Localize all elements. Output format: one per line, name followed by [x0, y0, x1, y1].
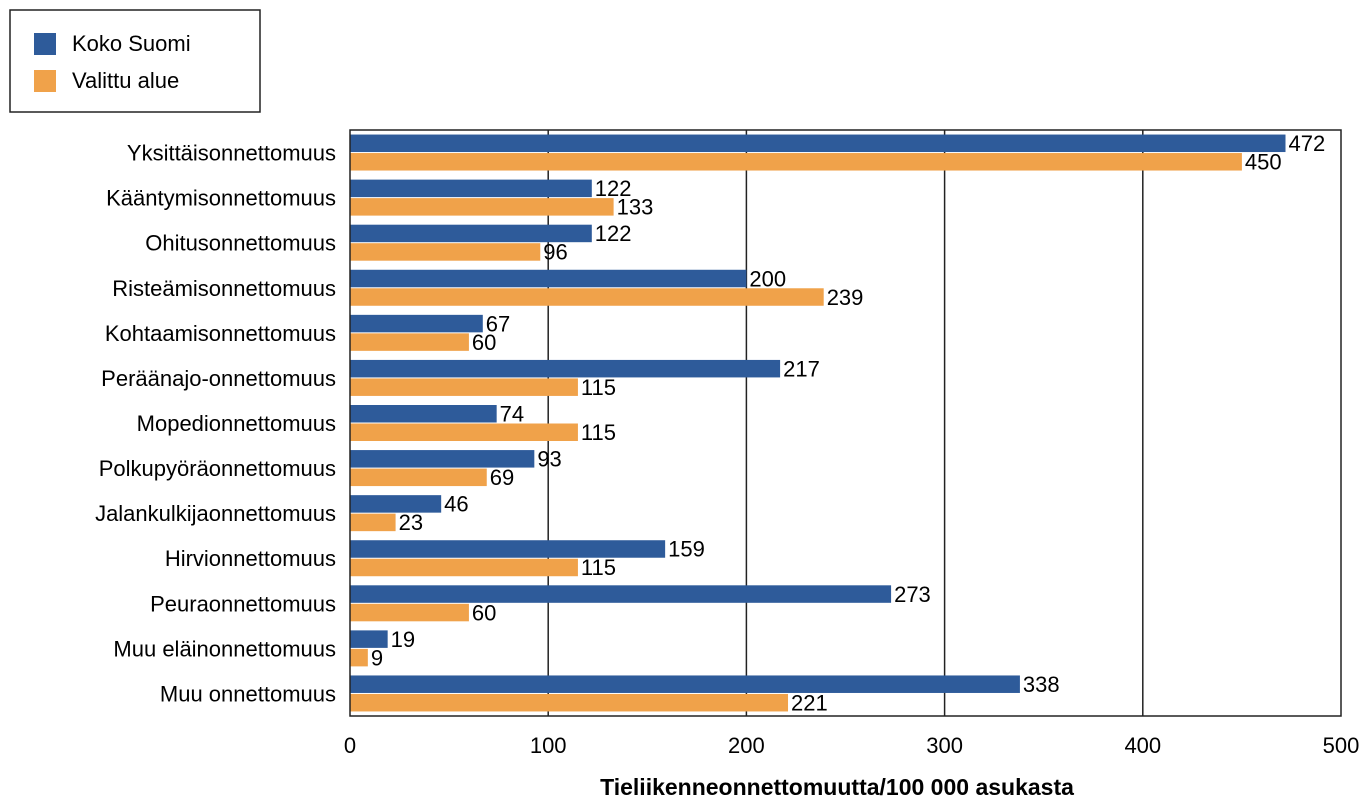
plot-frame — [349, 129, 1342, 717]
data-label-koko-suomi-cat-1: 122 — [595, 176, 632, 201]
legend: Koko Suomi Valittu alue — [9, 9, 261, 113]
legend-swatch-valittu-alue — [34, 70, 56, 92]
data-label-koko-suomi-cat-6: 74 — [500, 402, 524, 427]
bar-koko-suomi-cat-0 — [350, 134, 1286, 153]
data-label-koko-suomi-cat-4: 67 — [486, 311, 510, 336]
bar-valittu-alue-cat-2 — [350, 243, 541, 261]
category-label-cat-8: Jalankulkijaonnettomuus — [95, 501, 336, 526]
data-label-valittu-alue-cat-11: 9 — [371, 645, 383, 670]
x-tick-label-300: 300 — [926, 733, 963, 758]
bar-valittu-alue-cat-6 — [350, 423, 578, 441]
legend-label-koko-suomi: Koko Suomi — [72, 31, 191, 56]
data-label-valittu-alue-cat-0: 450 — [1245, 150, 1282, 175]
x-tick-label-500: 500 — [1323, 733, 1360, 758]
bar-koko-suomi-cat-6 — [350, 405, 497, 423]
data-label-valittu-alue-cat-10: 60 — [472, 600, 496, 625]
legend-box — [9, 9, 261, 113]
bar-koko-suomi-cat-2 — [350, 224, 592, 243]
bar-koko-suomi-cat-7 — [350, 450, 535, 468]
data-label-valittu-alue-cat-1: 133 — [617, 195, 654, 220]
category-label-cat-10: Peuraonnettomuus — [150, 591, 336, 616]
x-axis-title: Tieliikenneonnettomuutta/100 000 asukast… — [600, 774, 1074, 800]
data-label-koko-suomi-cat-5: 217 — [783, 356, 820, 381]
bar-koko-suomi-cat-11 — [350, 630, 388, 648]
category-label-cat-2: Ohitusonnettomuus — [145, 231, 336, 256]
bar-valittu-alue-cat-11 — [350, 648, 368, 667]
data-label-koko-suomi-cat-8: 46 — [444, 492, 468, 517]
category-label-cat-0: Yksittäisonnettomuus — [127, 141, 336, 166]
data-label-koko-suomi-cat-7: 93 — [537, 447, 561, 472]
data-label-valittu-alue-cat-7: 69 — [490, 465, 514, 490]
data-label-koko-suomi-cat-3: 200 — [749, 266, 786, 291]
data-label-valittu-alue-cat-6: 115 — [581, 420, 616, 445]
data-label-koko-suomi-cat-11: 19 — [391, 627, 415, 652]
category-label-cat-7: Polkupyöräonnettomuus — [99, 456, 336, 481]
bar-koko-suomi-cat-9 — [350, 540, 666, 558]
x-tick-label-200: 200 — [728, 733, 765, 758]
category-label-cat-9: Hirvionnettomuus — [165, 546, 336, 571]
data-label-koko-suomi-cat-0: 472 — [1289, 131, 1326, 156]
bar-koko-suomi-cat-10 — [350, 585, 892, 603]
bar-valittu-alue-cat-3 — [350, 288, 824, 306]
data-label-valittu-alue-cat-4: 60 — [472, 330, 496, 355]
bar-valittu-alue-cat-1 — [350, 198, 614, 216]
category-label-cat-11: Muu eläinonnettomuus — [113, 636, 336, 661]
x-tick-label-400: 400 — [1124, 733, 1161, 758]
category-label-cat-4: Kohtaamisonnettomuus — [105, 321, 336, 346]
bar-valittu-alue-cat-10 — [350, 603, 469, 622]
bar-valittu-alue-cat-7 — [350, 468, 487, 487]
bar-koko-suomi-cat-3 — [350, 269, 747, 288]
bar-valittu-alue-cat-0 — [350, 153, 1242, 171]
data-label-koko-suomi-cat-12: 338 — [1023, 672, 1060, 697]
x-tick-label-100: 100 — [530, 733, 567, 758]
category-label-cat-3: Risteämisonnettomuus — [112, 276, 336, 301]
data-label-valittu-alue-cat-8: 23 — [399, 510, 423, 535]
bar-valittu-alue-cat-9 — [350, 558, 578, 577]
plot-area: Yksittäisonnettomuus 472 450 Kääntymisonnet… — [95, 129, 1360, 758]
category-label-cat-1: Kääntymisonnettomuus — [106, 186, 336, 211]
data-label-koko-suomi-cat-9: 159 — [668, 537, 705, 562]
x-tick-label-0: 0 — [344, 733, 356, 758]
bar-valittu-alue-cat-12 — [350, 693, 789, 712]
data-label-valittu-alue-cat-2: 96 — [543, 240, 567, 265]
bar-valittu-alue-cat-5 — [350, 378, 578, 396]
data-label-valittu-alue-cat-3: 239 — [827, 285, 864, 310]
category-label-cat-12: Muu onnettomuus — [160, 681, 336, 706]
bar-valittu-alue-cat-8 — [350, 513, 396, 532]
data-label-koko-suomi-cat-2: 122 — [595, 221, 632, 246]
data-label-valittu-alue-cat-9: 115 — [581, 555, 616, 580]
bar-valittu-alue-cat-4 — [350, 333, 469, 351]
category-label-cat-6: Mopedionnettomuus — [137, 411, 336, 436]
legend-label-valittu-alue: Valittu alue — [72, 68, 179, 93]
bar-koko-suomi-cat-1 — [350, 179, 592, 198]
bar-koko-suomi-cat-8 — [350, 495, 442, 513]
bar-koko-suomi-cat-4 — [350, 314, 483, 333]
data-label-valittu-alue-cat-5: 115 — [581, 375, 616, 400]
bar-koko-suomi-cat-5 — [350, 359, 781, 378]
legend-swatch-koko-suomi — [34, 33, 56, 55]
data-label-koko-suomi-cat-10: 273 — [894, 582, 931, 607]
category-label-cat-5: Peräänajo-onnettomuus — [101, 366, 336, 391]
data-label-valittu-alue-cat-12: 221 — [791, 690, 828, 715]
bar-koko-suomi-cat-12 — [350, 675, 1020, 693]
